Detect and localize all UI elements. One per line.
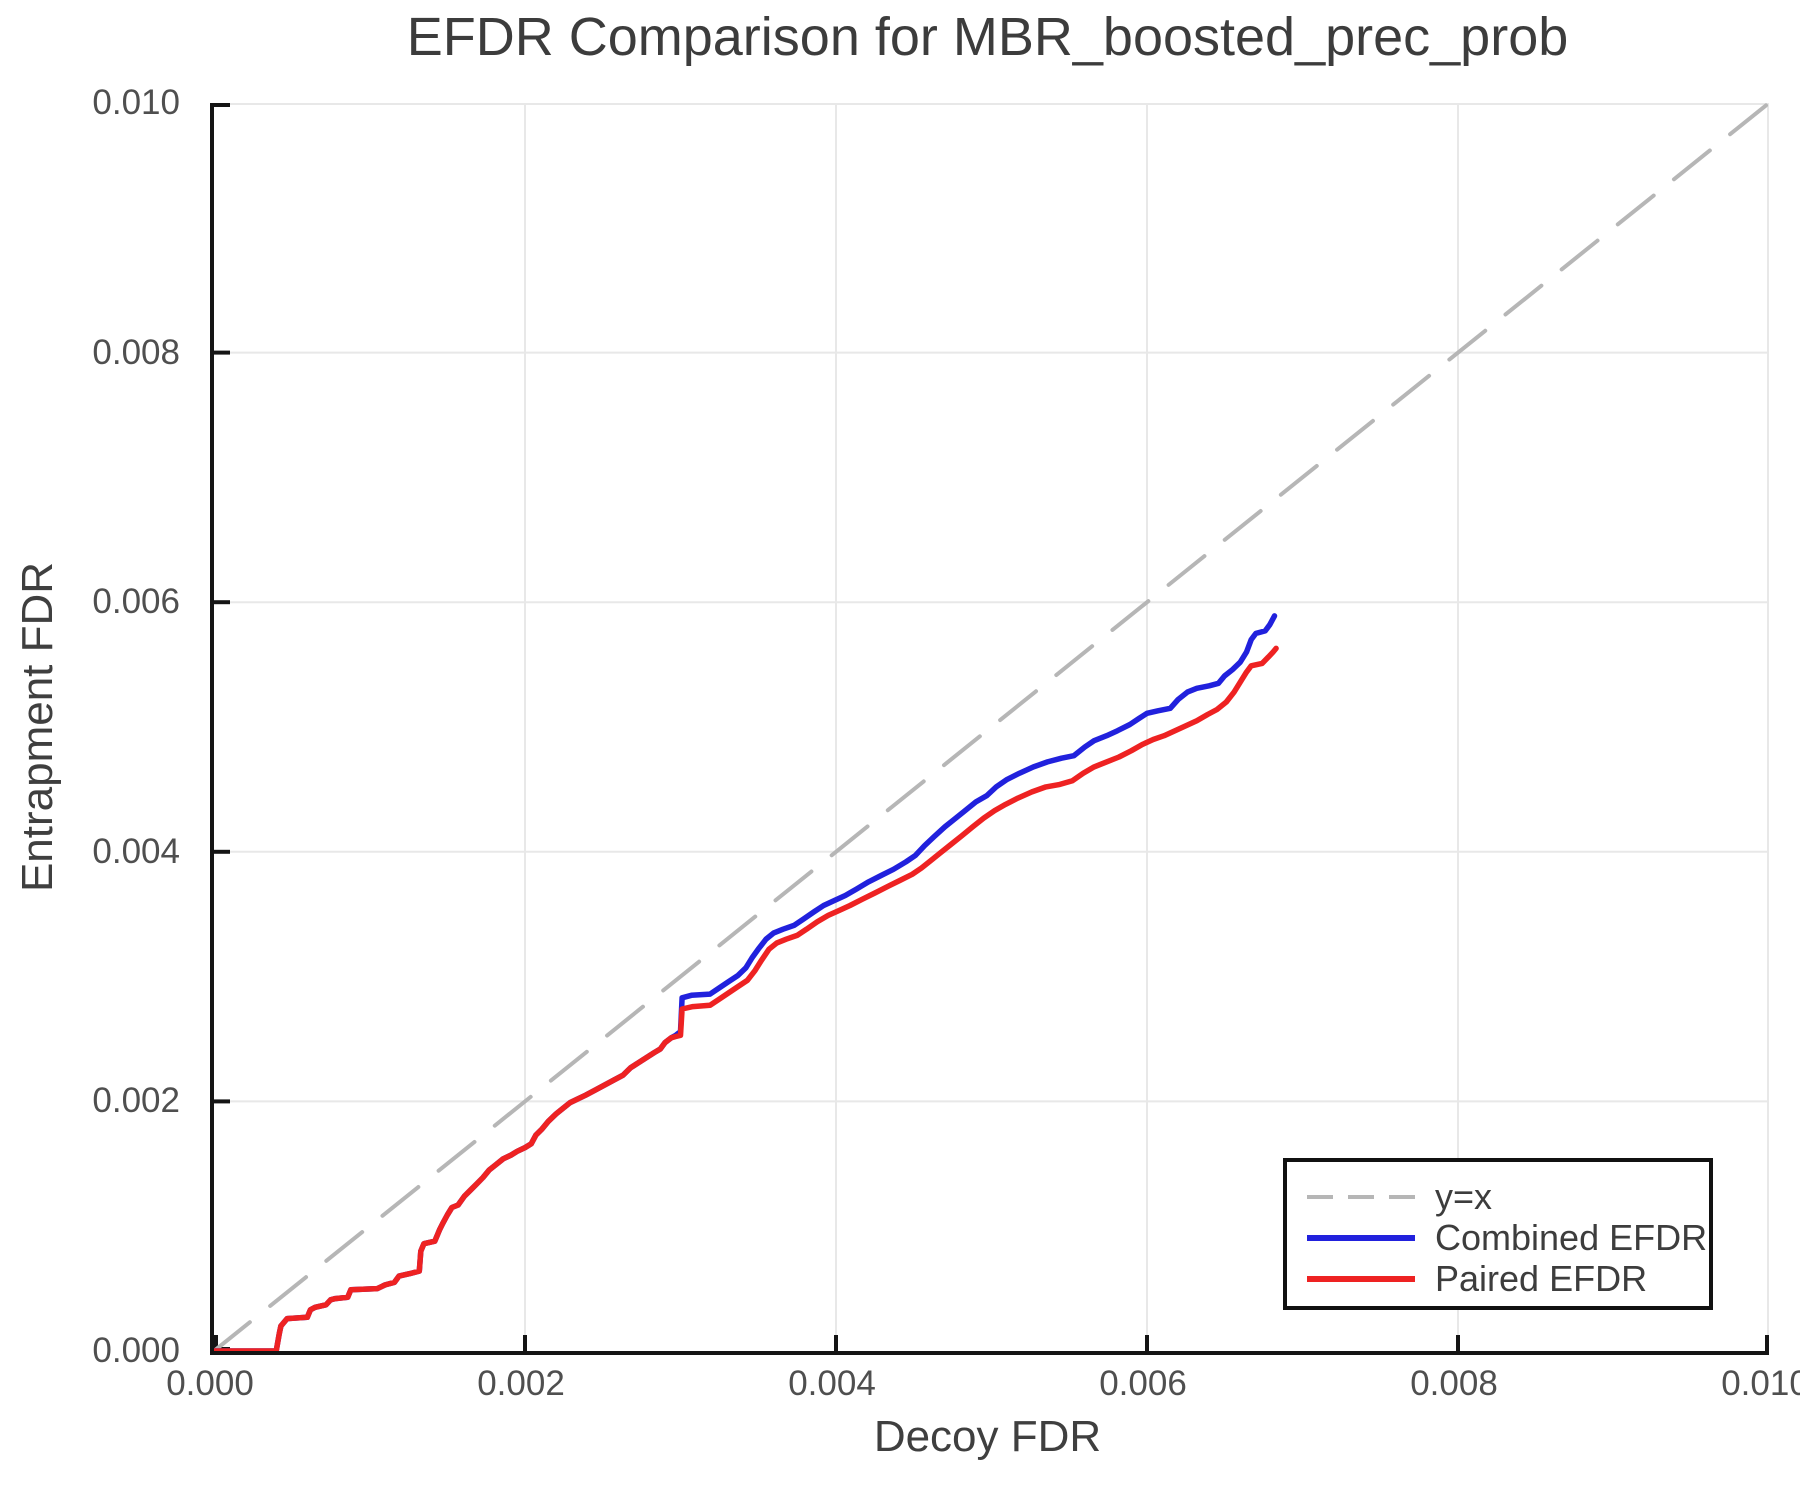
plot-area xyxy=(210,103,1769,1355)
legend-line-sample-paired xyxy=(1307,1275,1415,1282)
y-tick-label: 0.002 xyxy=(92,1081,180,1121)
y-tick-label: 0.006 xyxy=(92,582,180,622)
x-tick-label: 0.010 xyxy=(1721,1364,1800,1403)
legend-item-combined: Combined EFDR xyxy=(1287,1217,1709,1258)
x-tick-label: 0.008 xyxy=(1410,1364,1498,1403)
legend-item-yx: y=x xyxy=(1287,1176,1709,1217)
paired-line xyxy=(214,645,1279,1351)
plot-canvas xyxy=(214,103,1769,1351)
x-tick-label: 0.004 xyxy=(788,1364,876,1403)
legend-item-paired: Paired EFDR xyxy=(1287,1258,1709,1299)
y-tick-label: 0.004 xyxy=(92,831,180,871)
legend-items: y=x Combined EFDR Paired EFDR xyxy=(1287,1176,1709,1299)
y-tick-label: 0.010 xyxy=(92,83,180,122)
legend-label-paired: Paired EFDR xyxy=(1435,1257,1648,1299)
x-axis-label: Decoy FDR xyxy=(873,1412,1102,1461)
legend-label-combined: Combined EFDR xyxy=(1435,1216,1708,1258)
x-tick-label: 0.000 xyxy=(166,1364,254,1403)
x-tick-label: 0.006 xyxy=(1099,1364,1187,1403)
yx-line xyxy=(214,103,1769,1351)
x-tick-label: 0.002 xyxy=(477,1364,565,1403)
legend-label-yx: y=x xyxy=(1435,1175,1493,1217)
chart-title: EFDR Comparison for MBR_boosted_prec_pro… xyxy=(406,7,1569,67)
legend: y=x Combined EFDR Paired EFDR xyxy=(1283,1158,1713,1310)
legend-line-sample-yx xyxy=(1307,1194,1415,1199)
y-tick-label: 0.000 xyxy=(92,1331,180,1370)
legend-line-sample-combined xyxy=(1307,1234,1415,1241)
y-tick-label: 0.008 xyxy=(92,332,180,372)
y-axis-label: Entrapment FDR xyxy=(13,561,62,893)
